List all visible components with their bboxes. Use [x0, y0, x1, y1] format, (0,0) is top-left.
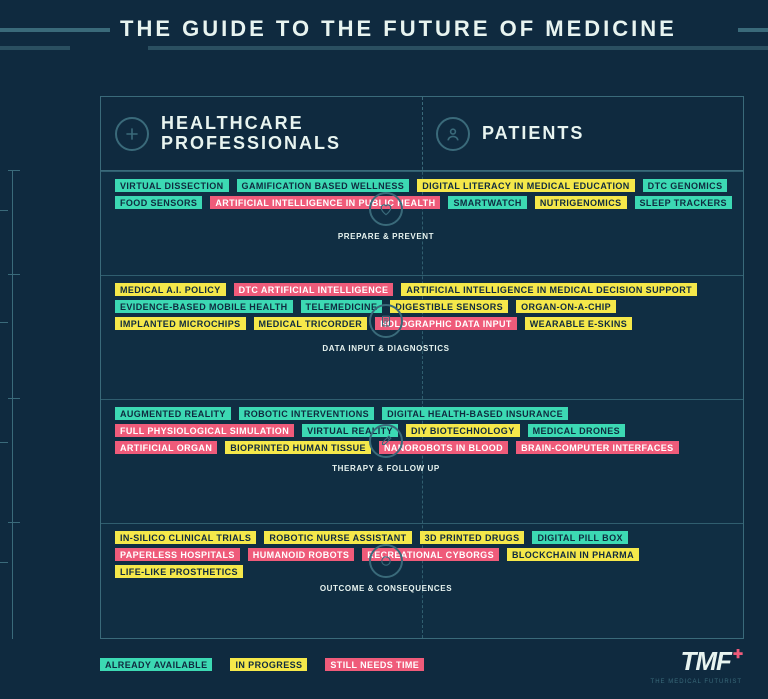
brand-logo: TMF ✚	[681, 646, 742, 677]
column-headers: Healthcare Professionals Patients	[101, 97, 743, 171]
plus-icon	[115, 117, 149, 151]
title-rule-right	[738, 28, 768, 32]
tag-item: DTC Genomics	[643, 179, 728, 192]
tag-item: DTC Artificial Intelligence	[234, 283, 394, 296]
cat-outcome: Outcome & Consequences	[8, 544, 764, 594]
cat-therapy-label: Therapy & Follow Up	[332, 464, 440, 474]
tag-item: Virtual Dissection	[115, 179, 229, 192]
header-patients: Patients	[422, 97, 743, 170]
tag-item: Digital Health-Based Insurance	[382, 407, 568, 420]
cat-data: Data Input & Diagnostics	[8, 304, 764, 354]
circle-icon	[369, 544, 403, 578]
header-professionals: Healthcare Professionals	[101, 97, 422, 170]
cat-prepare-label: Prepare & Prevent	[338, 232, 434, 242]
page-title: The Guide to the Future of Medicine	[120, 16, 677, 42]
rail-tick-2	[8, 398, 20, 399]
tag-item: Robotic Interventions	[239, 407, 374, 420]
rail-tick-0	[8, 170, 20, 171]
legend-needs: Still Needs Time	[325, 658, 424, 671]
tag-item: Augmented Reality	[115, 407, 231, 420]
tag-item: Robotic Nurse Assistant	[264, 531, 411, 544]
header-left-label: Healthcare Professionals	[161, 114, 422, 154]
title-rule2-right	[148, 46, 768, 50]
brand-plus-icon: ✚	[733, 647, 742, 661]
cat-prepare: Prepare & Prevent	[8, 192, 764, 242]
legend-progress: In Progress	[230, 658, 307, 671]
clipboard-icon	[369, 304, 403, 338]
person-icon	[436, 117, 470, 151]
rail-tick-3	[8, 522, 20, 523]
header-right-label: Patients	[482, 124, 584, 144]
tag-item: Digital Literacy in Medical Education	[417, 179, 634, 192]
tag-item: 3D Printed Drugs	[420, 531, 525, 544]
tag-item: Digital Pill Box	[532, 531, 627, 544]
tag-item: Artificial Intelligence in Medical Decis…	[401, 283, 697, 296]
rail-line	[12, 170, 13, 639]
tag-item: Gamification Based Wellness	[237, 179, 410, 192]
title-rule2-left	[0, 46, 70, 50]
brand-subtitle: The Medical Futurist	[651, 679, 742, 685]
heart-icon	[369, 192, 403, 226]
legend: Already Available In Progress Still Need…	[100, 658, 424, 671]
cat-data-label: Data Input & Diagnostics	[322, 344, 449, 354]
rail-tick-1	[8, 274, 20, 275]
brand-name: TMF	[681, 646, 731, 677]
syringe-icon	[369, 424, 403, 458]
tag-item: Medical A.I. Policy	[115, 283, 226, 296]
title-rule-left	[0, 28, 110, 32]
cat-outcome-label: Outcome & Consequences	[320, 584, 452, 594]
legend-available: Already Available	[100, 658, 212, 671]
tag-item: In-Silico Clinical Trials	[115, 531, 256, 544]
cat-therapy: Therapy & Follow Up	[8, 424, 764, 474]
